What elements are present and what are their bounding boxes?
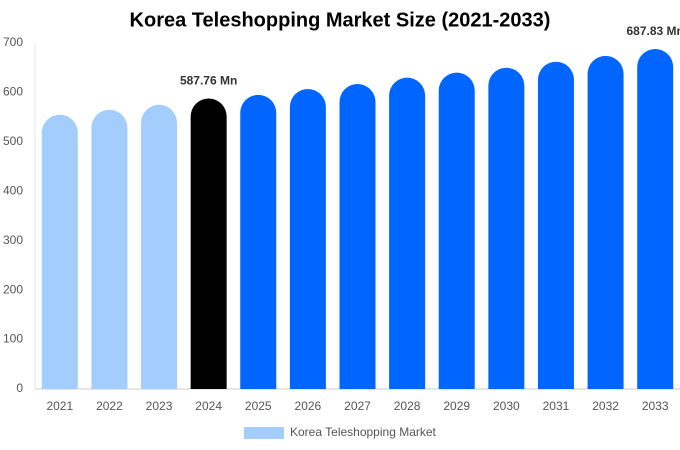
- bar: [41, 114, 78, 389]
- value-label: 587.76 Mn: [180, 74, 237, 88]
- x-tick-label: 2024: [195, 399, 222, 413]
- y-tick-label: 100: [3, 332, 23, 346]
- bar: [537, 61, 574, 389]
- x-tick-label: 2031: [543, 399, 570, 413]
- bar: [438, 72, 475, 390]
- x-tick-label: 2032: [592, 399, 619, 413]
- x-tick-label: 2021: [46, 399, 73, 413]
- x-tick-label: 2027: [344, 399, 371, 413]
- bar: [339, 84, 376, 390]
- y-tick-label: 600: [3, 85, 23, 99]
- chart-title: Korea Teleshopping Market Size (2021-203…: [130, 9, 551, 31]
- legend-swatch: [244, 427, 284, 439]
- bar: [389, 77, 426, 389]
- legend-label: Korea Teleshopping Market: [290, 425, 437, 439]
- bar: [587, 55, 624, 389]
- y-tick-label: 700: [3, 35, 23, 49]
- y-tick-label: 300: [3, 233, 23, 247]
- x-tick-label: 2022: [96, 399, 123, 413]
- x-tick-label: 2026: [295, 399, 322, 413]
- y-tick-label: 0: [16, 381, 23, 395]
- x-tick-label: 2025: [245, 399, 272, 413]
- x-tick-label: 2028: [394, 399, 421, 413]
- y-tick-label: 500: [3, 134, 23, 148]
- bar: [141, 104, 178, 389]
- x-tick-label: 2023: [146, 399, 173, 413]
- bar: [91, 109, 128, 389]
- bar: [190, 98, 227, 389]
- bar: [289, 88, 326, 390]
- x-tick-label: 2033: [642, 399, 669, 413]
- y-tick-label: 200: [3, 282, 23, 296]
- y-tick-label: 400: [3, 183, 23, 197]
- x-tick-label: 2030: [493, 399, 520, 413]
- value-label: 687.83 Mn: [627, 24, 680, 38]
- bar: [637, 49, 674, 390]
- bar: [488, 67, 525, 390]
- x-tick-label: 2029: [443, 399, 470, 413]
- bar: [240, 94, 277, 389]
